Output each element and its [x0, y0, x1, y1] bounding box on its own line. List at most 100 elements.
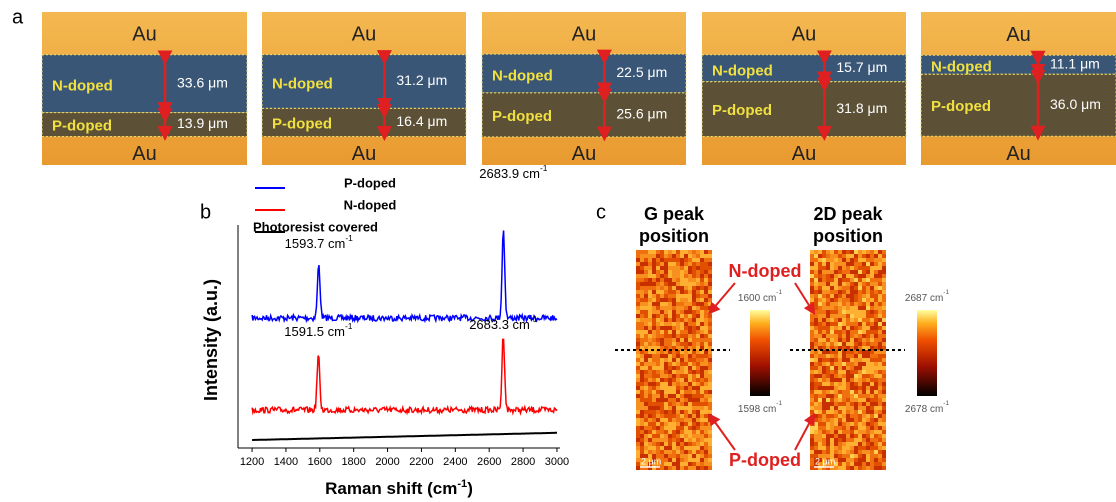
- map-pixel: [660, 346, 664, 350]
- map-pixel: [882, 366, 886, 370]
- map-pixel: [688, 330, 692, 334]
- x-tick-label: 2800: [511, 456, 535, 468]
- map-pixel: [866, 250, 870, 254]
- map-pixel: [854, 438, 858, 442]
- map-pixel: [648, 266, 652, 270]
- map-pixel: [814, 346, 818, 350]
- map-pixel: [648, 318, 652, 322]
- map-pixel: [838, 462, 842, 466]
- map-pixel: [850, 394, 854, 398]
- map-pixel: [636, 434, 640, 438]
- map-pixel: [640, 338, 644, 342]
- map-pixel: [870, 310, 874, 314]
- map-pixel: [636, 326, 640, 330]
- map-pixel: [660, 370, 664, 374]
- map-pixel: [696, 450, 700, 454]
- map-pixel: [834, 282, 838, 286]
- map-pixel: [854, 334, 858, 338]
- map-pixel: [822, 410, 826, 414]
- n-region: [701, 54, 907, 83]
- map-pixel: [700, 390, 704, 394]
- map-pixel: [878, 346, 882, 350]
- map-pixel: [854, 254, 858, 258]
- map-pixel: [688, 262, 692, 266]
- n-region: [920, 54, 1116, 75]
- map-pixel: [680, 310, 684, 314]
- map-pixel: [692, 298, 696, 302]
- map-pixel: [660, 338, 664, 342]
- map-pixel: [704, 270, 708, 274]
- map-title: position: [813, 226, 883, 246]
- map-pixel: [810, 446, 814, 450]
- map-pixel: [680, 254, 684, 258]
- n-label: N-doped: [492, 67, 553, 84]
- map-pixel: [696, 278, 700, 282]
- map-pixel: [656, 418, 660, 422]
- map-pixel: [704, 278, 708, 282]
- map-pixel: [680, 266, 684, 270]
- map-pixel: [684, 298, 688, 302]
- map-pixel: [672, 462, 676, 466]
- map-pixel: [882, 302, 886, 306]
- map-pixel: [664, 438, 668, 442]
- map-pixel: [640, 462, 644, 466]
- map-pixel: [866, 430, 870, 434]
- map-pixel: [668, 282, 672, 286]
- map-pixel: [822, 278, 826, 282]
- peak-label: 1593.7 cm-1: [285, 233, 354, 251]
- map-pixel: [862, 250, 866, 254]
- map-pixel: [846, 318, 850, 322]
- map-pixel: [704, 286, 708, 290]
- map-pixel: [834, 290, 838, 294]
- map-pixel: [878, 410, 882, 414]
- map-pixel: [838, 458, 842, 462]
- map-pixel: [660, 374, 664, 378]
- map-pixel: [882, 346, 886, 350]
- map-pixel: [878, 334, 882, 338]
- map-pixel: [822, 366, 826, 370]
- map-pixel: [680, 398, 684, 402]
- map-pixel: [874, 262, 878, 266]
- map-pixel: [660, 410, 664, 414]
- map-pixel: [874, 354, 878, 358]
- map-pixel: [684, 262, 688, 266]
- map-pixel: [652, 446, 656, 450]
- map-pixel: [676, 434, 680, 438]
- map-pixel: [672, 278, 676, 282]
- map-pixel: [810, 286, 814, 290]
- map-pixel: [704, 418, 708, 422]
- map-pixel: [644, 370, 648, 374]
- map-pixel: [814, 454, 818, 458]
- map-pixel: [708, 382, 712, 386]
- map-pixel: [708, 342, 712, 346]
- map-pixel: [818, 454, 822, 458]
- map-pixel: [652, 338, 656, 342]
- map-pixel: [858, 402, 862, 406]
- map-pixel: [866, 378, 870, 382]
- map-pixel: [648, 362, 652, 366]
- map-pixel: [854, 434, 858, 438]
- map-pixel: [850, 370, 854, 374]
- map-pixel: [684, 342, 688, 346]
- map-pixel: [858, 326, 862, 330]
- map-pixel: [826, 270, 830, 274]
- map-pixel: [826, 330, 830, 334]
- map-pixel: [672, 402, 676, 406]
- map-pixel: [822, 454, 826, 458]
- map-pixel: [676, 406, 680, 410]
- map-pixel: [830, 282, 834, 286]
- map-pixel: [866, 306, 870, 310]
- map-pixel: [838, 366, 842, 370]
- map-pixel: [834, 450, 838, 454]
- map-pixel: [834, 274, 838, 278]
- map-pixel: [874, 466, 878, 470]
- map-pixel: [882, 334, 886, 338]
- map-pixel: [850, 342, 854, 346]
- pointer-arrow: [794, 412, 815, 451]
- map-pixel: [664, 362, 668, 366]
- map-pixel: [878, 310, 882, 314]
- map-pixel: [640, 294, 644, 298]
- map-pixel: [822, 354, 826, 358]
- map-pixel: [810, 310, 814, 314]
- map-pixel: [850, 386, 854, 390]
